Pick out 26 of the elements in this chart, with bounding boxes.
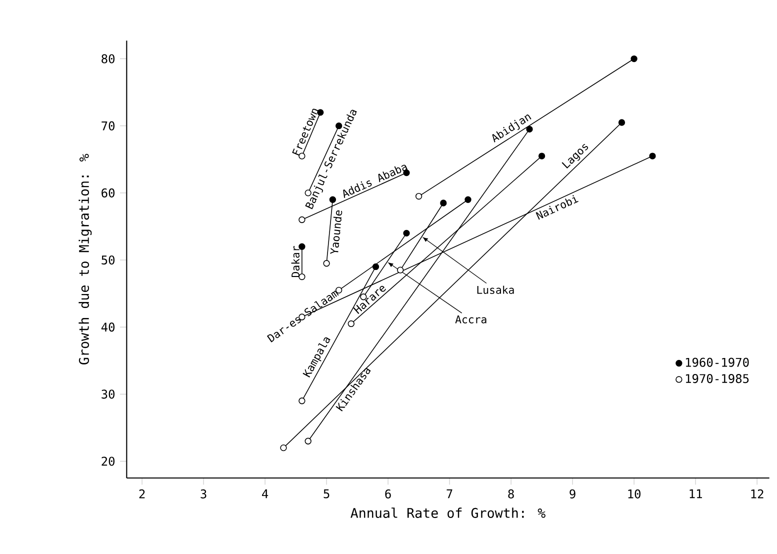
x-tick-label: 4 (262, 489, 268, 498)
text: Dakar (291, 246, 300, 278)
text: Lusaka (477, 286, 514, 294)
x-axis-title: Annual Rate of Growth: % (350, 508, 546, 518)
y-tick-label: 70 (102, 121, 115, 130)
x-tick-label: 3 (200, 489, 206, 498)
text: Accra (455, 315, 486, 324)
text: Yaounde (330, 210, 342, 254)
y-tick-label: 20 (102, 456, 115, 466)
x-tick-label: 2 (139, 489, 145, 498)
legend-label: 1970-1985 (686, 374, 749, 384)
y-axis-title: Growth due to Migration: % (78, 154, 92, 364)
x-tick-label: 6 (385, 489, 391, 498)
y-tick-label: 80 (102, 54, 115, 64)
y-tick-label: 50 (102, 255, 115, 265)
x-tick-label: 11 (690, 489, 702, 498)
x-tick-label: 5 (324, 489, 330, 498)
x-tick-label: 7 (446, 489, 452, 498)
x-tick-label: 9 (570, 489, 576, 498)
y-tick-label: 60 (102, 188, 115, 198)
x-tick-label: 10 (628, 489, 640, 498)
x-tick-label: 8 (508, 489, 514, 498)
y-tick-label: 30 (102, 390, 115, 399)
y-tick-label: 40 (101, 322, 115, 332)
x-tick-label: 12 (751, 489, 764, 498)
legend-label: 1960-1970 (686, 358, 749, 367)
